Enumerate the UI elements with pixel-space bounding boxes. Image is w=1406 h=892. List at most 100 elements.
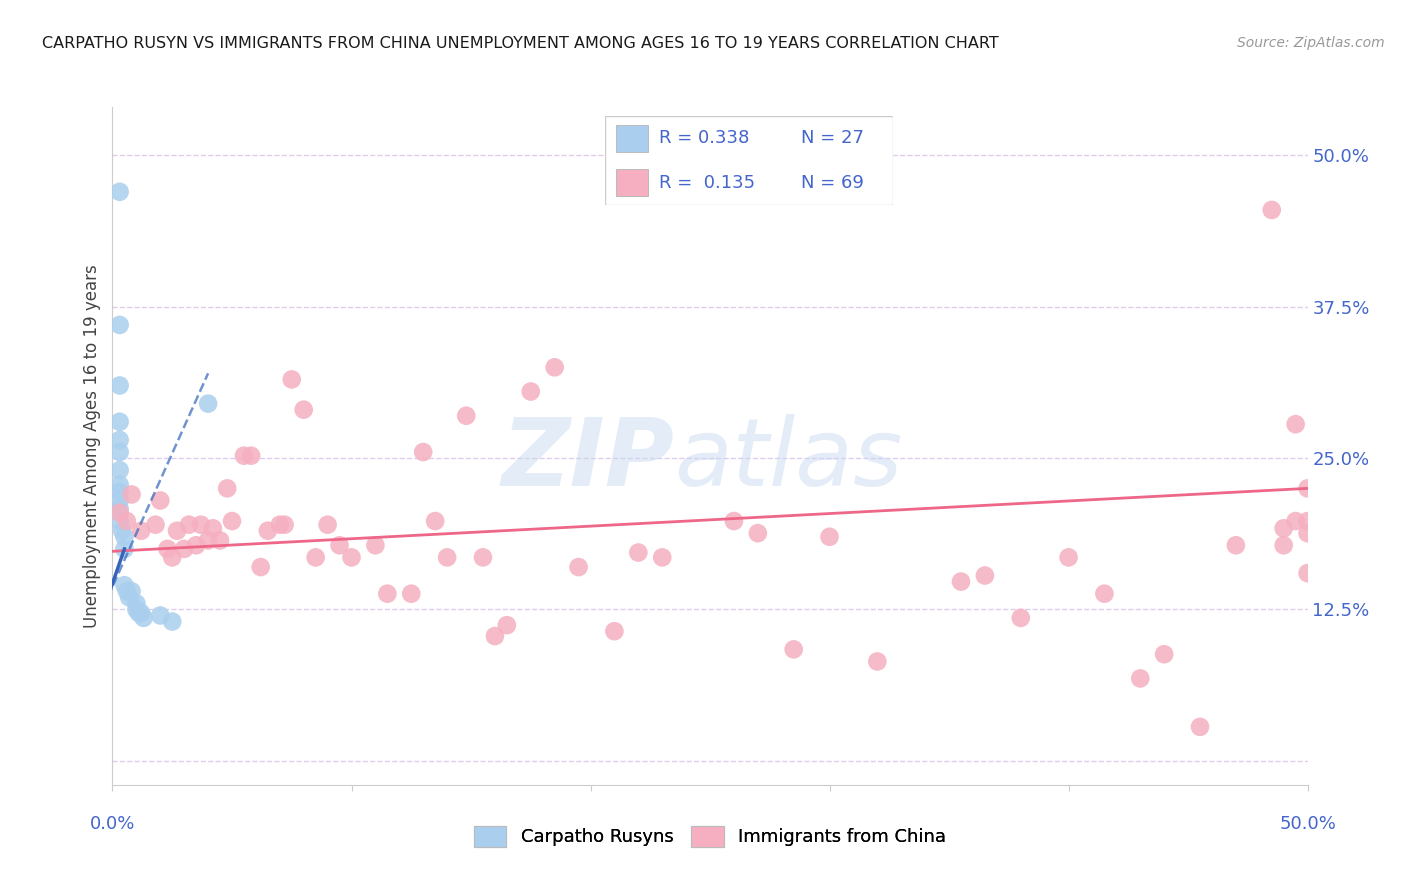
Text: R = 0.338: R = 0.338 (659, 129, 749, 147)
Point (209, 533, 232, 548)
Point (121, 487, 143, 501)
Point (456, 409, 478, 423)
Point (1261, 202, 1284, 217)
Point (115, 514, 138, 528)
Point (340, 550, 363, 565)
Point (108, 502, 131, 516)
Point (129, 524, 152, 538)
Point (364, 538, 387, 552)
FancyBboxPatch shape (605, 116, 893, 205)
Point (149, 493, 172, 508)
Point (472, 550, 495, 565)
Point (114, 530, 135, 544)
Point (221, 514, 243, 528)
Point (108, 514, 131, 528)
Point (603, 624, 626, 639)
Point (201, 521, 224, 535)
Point (108, 318, 131, 332)
Point (1272, 538, 1295, 552)
Point (125, 596, 148, 610)
Point (115, 584, 138, 599)
Point (186, 538, 208, 552)
Point (401, 587, 423, 601)
Point (568, 560, 591, 574)
Point (162, 615, 183, 629)
Point (520, 384, 543, 399)
Point (273, 517, 295, 532)
Point (1010, 611, 1032, 625)
Point (108, 493, 131, 508)
Point (108, 378, 131, 392)
Point (233, 449, 256, 463)
Text: 50.0%: 50.0% (1279, 815, 1336, 833)
Point (292, 402, 315, 417)
Text: N = 69: N = 69 (800, 174, 863, 192)
Point (257, 524, 280, 538)
Point (412, 445, 434, 459)
Point (974, 568, 997, 582)
Point (108, 463, 131, 477)
Point (197, 533, 219, 548)
Point (114, 578, 135, 592)
Point (436, 550, 458, 565)
Point (281, 372, 304, 386)
Point (129, 606, 152, 620)
Point (1296, 566, 1319, 581)
Point (496, 618, 519, 632)
Point (166, 524, 188, 538)
Text: Source: ZipAtlas.com: Source: ZipAtlas.com (1237, 36, 1385, 50)
Point (190, 517, 212, 532)
Point (627, 545, 650, 559)
FancyBboxPatch shape (616, 125, 648, 152)
Point (108, 415, 131, 429)
Point (1057, 550, 1080, 565)
Point (108, 185, 131, 199)
Point (1153, 647, 1175, 661)
Text: N = 27: N = 27 (800, 129, 863, 147)
Point (1189, 720, 1212, 734)
Point (305, 550, 328, 565)
Point (217, 482, 239, 496)
Point (145, 517, 167, 532)
Point (108, 445, 131, 459)
Point (484, 629, 506, 643)
Point (1129, 672, 1152, 686)
Point (162, 550, 183, 565)
Point (108, 485, 131, 500)
Point (149, 608, 172, 623)
FancyBboxPatch shape (616, 169, 648, 196)
Point (543, 360, 565, 375)
Point (1296, 482, 1319, 496)
Point (1296, 514, 1319, 528)
Point (128, 606, 150, 620)
Point (108, 506, 131, 520)
Y-axis label: Unemployment Among Ages 16 to 19 years: Unemployment Among Ages 16 to 19 years (83, 264, 101, 628)
Point (269, 517, 291, 532)
Text: CARPATHO RUSYN VS IMMIGRANTS FROM CHINA UNEMPLOYMENT AMONG AGES 16 TO 19 YEARS C: CARPATHO RUSYN VS IMMIGRANTS FROM CHINA … (42, 36, 998, 51)
Point (950, 574, 973, 589)
Point (132, 611, 155, 625)
Point (111, 524, 134, 538)
Point (651, 550, 673, 565)
Point (1285, 417, 1308, 432)
Point (1285, 514, 1308, 528)
Point (316, 517, 339, 532)
Point (114, 541, 135, 556)
Point (249, 560, 271, 574)
Point (425, 514, 447, 528)
Text: atlas: atlas (675, 414, 903, 505)
Point (118, 591, 141, 605)
Point (125, 602, 148, 616)
Point (173, 541, 195, 556)
Point (108, 433, 131, 447)
Point (240, 449, 263, 463)
Point (156, 541, 179, 556)
Text: R =  0.135: R = 0.135 (659, 174, 755, 192)
Point (121, 584, 143, 599)
Text: ZIP: ZIP (502, 414, 675, 506)
Point (1225, 538, 1247, 552)
Point (747, 526, 769, 541)
Point (866, 655, 889, 669)
Point (329, 538, 352, 552)
Point (1094, 587, 1116, 601)
